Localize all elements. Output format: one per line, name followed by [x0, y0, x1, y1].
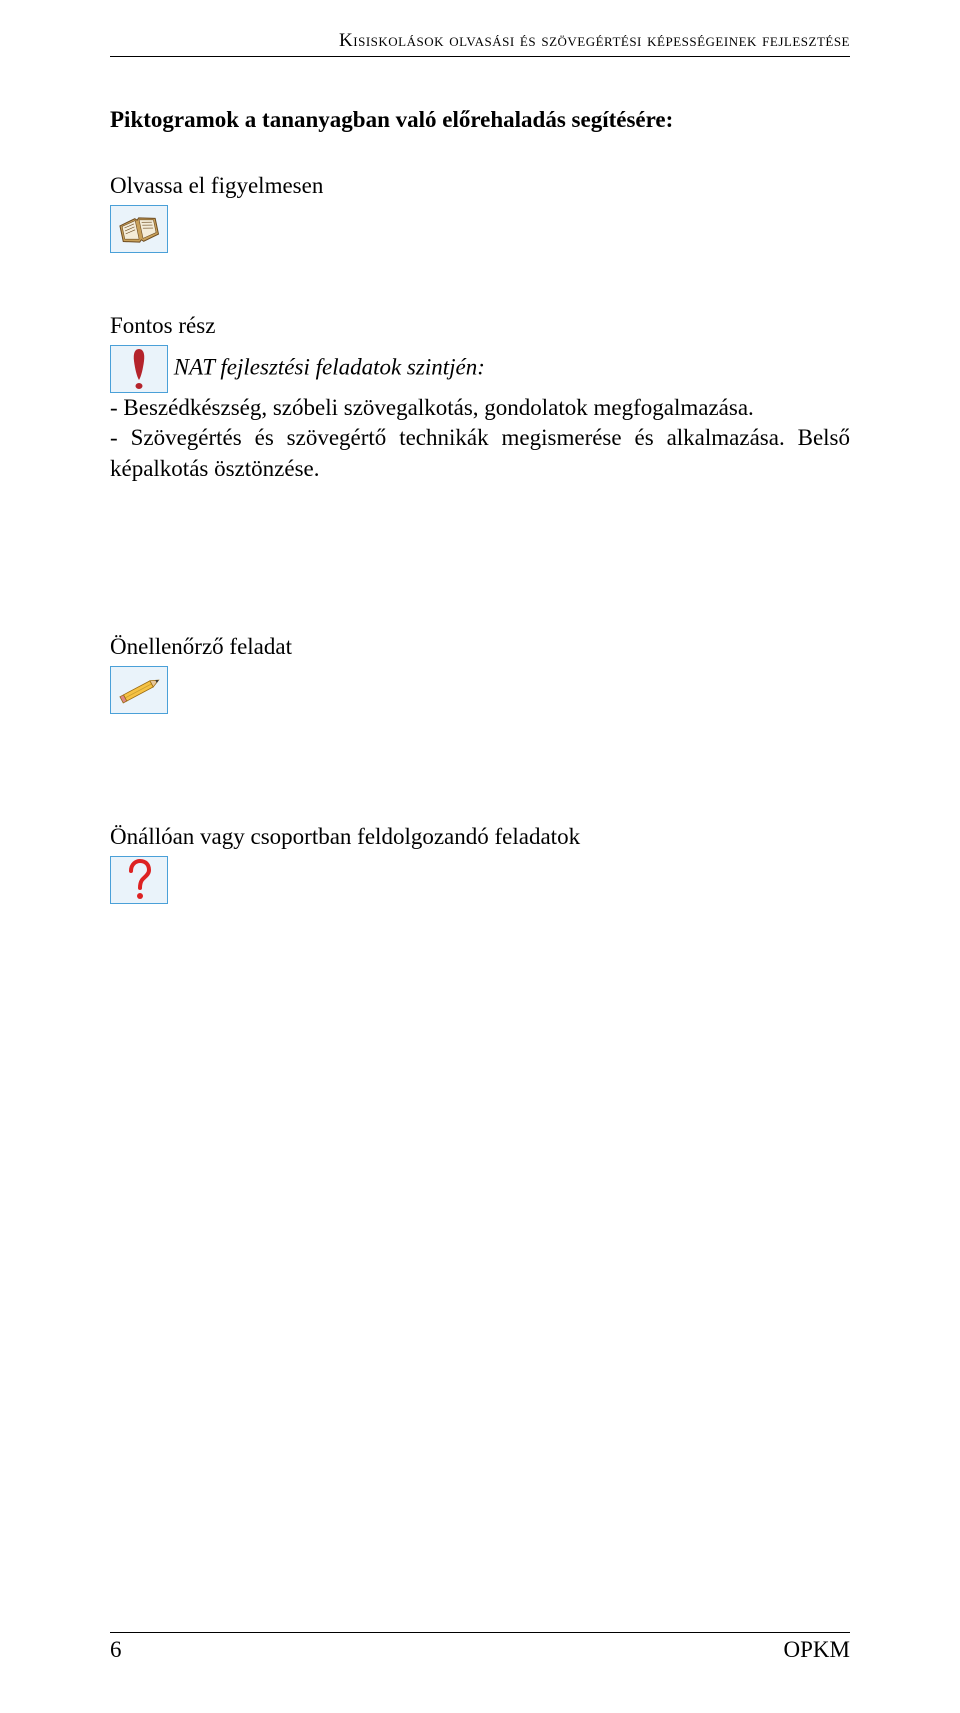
footer-rule [110, 1632, 850, 1633]
nat-line-2: - Szövegértés és szövegértő technikák me… [110, 423, 850, 484]
nat-line-1: - Beszédkészség, szóbeli szövegalkotás, … [110, 393, 850, 423]
important-label: Fontos rész [110, 313, 850, 339]
book-icon [110, 205, 168, 253]
running-header: Kisiskolások olvasási és szövegértési ké… [110, 30, 850, 52]
selfcheck-label: Önellenőrző feladat [110, 634, 850, 660]
page-footer: 6 OPKM [110, 1632, 850, 1663]
page: Kisiskolások olvasási és szövegértési ké… [0, 0, 960, 1713]
header-rule [110, 56, 850, 57]
exclaim-icon [110, 345, 168, 393]
pictogram-heading: Piktogramok a tananyagban való előrehala… [110, 107, 850, 133]
nat-italic-label: NAT fejlesztési feladatok szintjén: [174, 354, 485, 379]
nat-row: NAT fejlesztési feladatok szintjén: [110, 345, 850, 393]
question-icon [110, 856, 168, 904]
read-carefully-label: Olvassa el figyelmesen [110, 173, 850, 199]
pencil-icon [110, 666, 168, 714]
page-number: 6 [110, 1637, 122, 1663]
footer-right-label: OPKM [784, 1637, 850, 1663]
groupwork-label: Önállóan vagy csoportban feldolgozandó f… [110, 824, 850, 850]
